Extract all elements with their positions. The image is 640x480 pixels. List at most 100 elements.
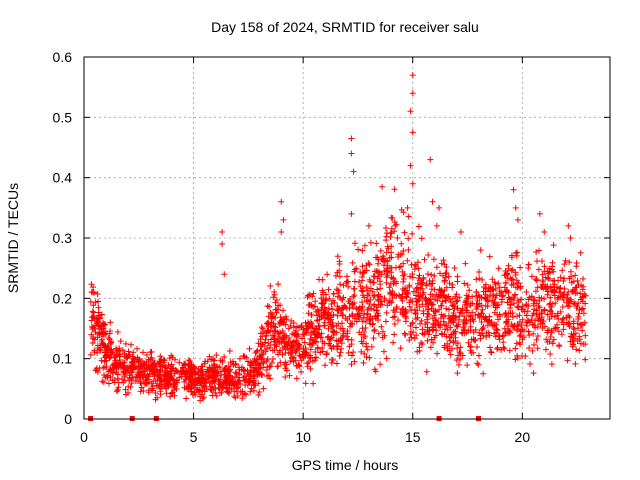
data-point xyxy=(389,291,396,298)
data-point xyxy=(257,330,264,337)
data-point xyxy=(441,322,448,329)
data-point xyxy=(221,353,228,360)
data-point xyxy=(241,373,248,380)
data-point xyxy=(513,340,520,347)
data-point xyxy=(533,336,540,343)
data-point xyxy=(500,344,507,351)
data-point xyxy=(496,311,503,318)
data-point xyxy=(540,278,547,285)
data-point xyxy=(447,296,454,303)
data-point xyxy=(562,257,569,264)
data-point xyxy=(395,317,402,324)
plot-frame xyxy=(83,56,611,420)
data-point xyxy=(269,313,276,320)
data-point xyxy=(437,270,444,277)
data-point xyxy=(420,274,427,281)
x-tick-label: 5 xyxy=(190,429,198,445)
data-point xyxy=(106,354,113,361)
data-point xyxy=(418,317,425,324)
data-point xyxy=(154,394,161,401)
data-point xyxy=(240,374,247,381)
data-point xyxy=(274,363,281,370)
data-point xyxy=(267,375,274,382)
data-point xyxy=(555,277,562,284)
data-point xyxy=(260,360,267,367)
data-point xyxy=(304,294,311,301)
data-point xyxy=(487,348,494,355)
data-point xyxy=(500,332,507,339)
data-point xyxy=(561,261,568,268)
data-point xyxy=(466,287,473,294)
data-point xyxy=(468,336,475,343)
data-point xyxy=(414,280,421,287)
data-point xyxy=(543,336,550,343)
data-point xyxy=(405,213,412,220)
data-point xyxy=(100,379,107,386)
data-point xyxy=(267,309,274,316)
data-point xyxy=(469,293,476,300)
data-point xyxy=(473,301,480,308)
data-point xyxy=(287,350,294,357)
data-point xyxy=(330,290,337,297)
data-point xyxy=(319,344,326,351)
data-point xyxy=(170,376,177,383)
x-tick-label: 20 xyxy=(515,429,531,445)
data-point xyxy=(381,297,388,304)
data-point xyxy=(127,384,134,391)
data-point xyxy=(534,333,541,340)
data-point xyxy=(526,332,533,339)
data-point xyxy=(200,394,207,401)
data-point xyxy=(477,247,484,254)
data-point xyxy=(475,352,482,359)
data-point xyxy=(369,279,376,286)
data-point xyxy=(506,296,513,303)
data-point xyxy=(518,321,525,328)
data-point xyxy=(89,339,96,346)
data-point xyxy=(367,239,374,246)
data-point xyxy=(260,385,267,392)
data-point xyxy=(308,302,315,309)
data-point xyxy=(509,313,516,320)
data-point xyxy=(548,288,555,295)
data-point xyxy=(423,368,430,375)
data-point xyxy=(554,324,561,331)
data-point xyxy=(414,314,421,321)
data-point xyxy=(374,286,381,293)
data-point xyxy=(454,305,461,312)
data-point xyxy=(101,357,108,364)
data-point xyxy=(120,368,127,375)
data-point xyxy=(525,261,532,268)
data-point xyxy=(315,322,322,329)
data-point xyxy=(541,323,548,330)
data-point xyxy=(125,364,132,371)
data-point xyxy=(471,337,478,344)
data-point xyxy=(350,285,357,292)
data-point xyxy=(463,317,470,324)
data-point xyxy=(312,338,319,345)
data-point xyxy=(310,380,317,387)
data-point xyxy=(331,328,338,335)
data-point xyxy=(427,291,434,298)
data-point xyxy=(485,298,492,305)
data-point xyxy=(452,334,459,341)
data-point xyxy=(349,312,356,319)
data-point xyxy=(492,333,499,340)
data-point xyxy=(533,249,540,256)
data-point xyxy=(375,330,382,337)
data-point xyxy=(87,351,94,358)
data-point xyxy=(401,229,408,236)
data-point xyxy=(95,298,102,305)
data-point xyxy=(115,348,122,355)
data-point xyxy=(96,325,103,332)
data-point xyxy=(512,204,519,211)
data-point xyxy=(565,222,572,229)
data-point xyxy=(360,270,367,277)
data-point xyxy=(451,301,458,308)
grid-lines xyxy=(84,57,610,419)
data-point xyxy=(452,328,459,335)
data-point xyxy=(458,329,465,336)
data-point xyxy=(398,240,405,247)
data-point xyxy=(351,240,358,247)
data-point xyxy=(384,243,391,250)
data-point xyxy=(402,285,409,292)
